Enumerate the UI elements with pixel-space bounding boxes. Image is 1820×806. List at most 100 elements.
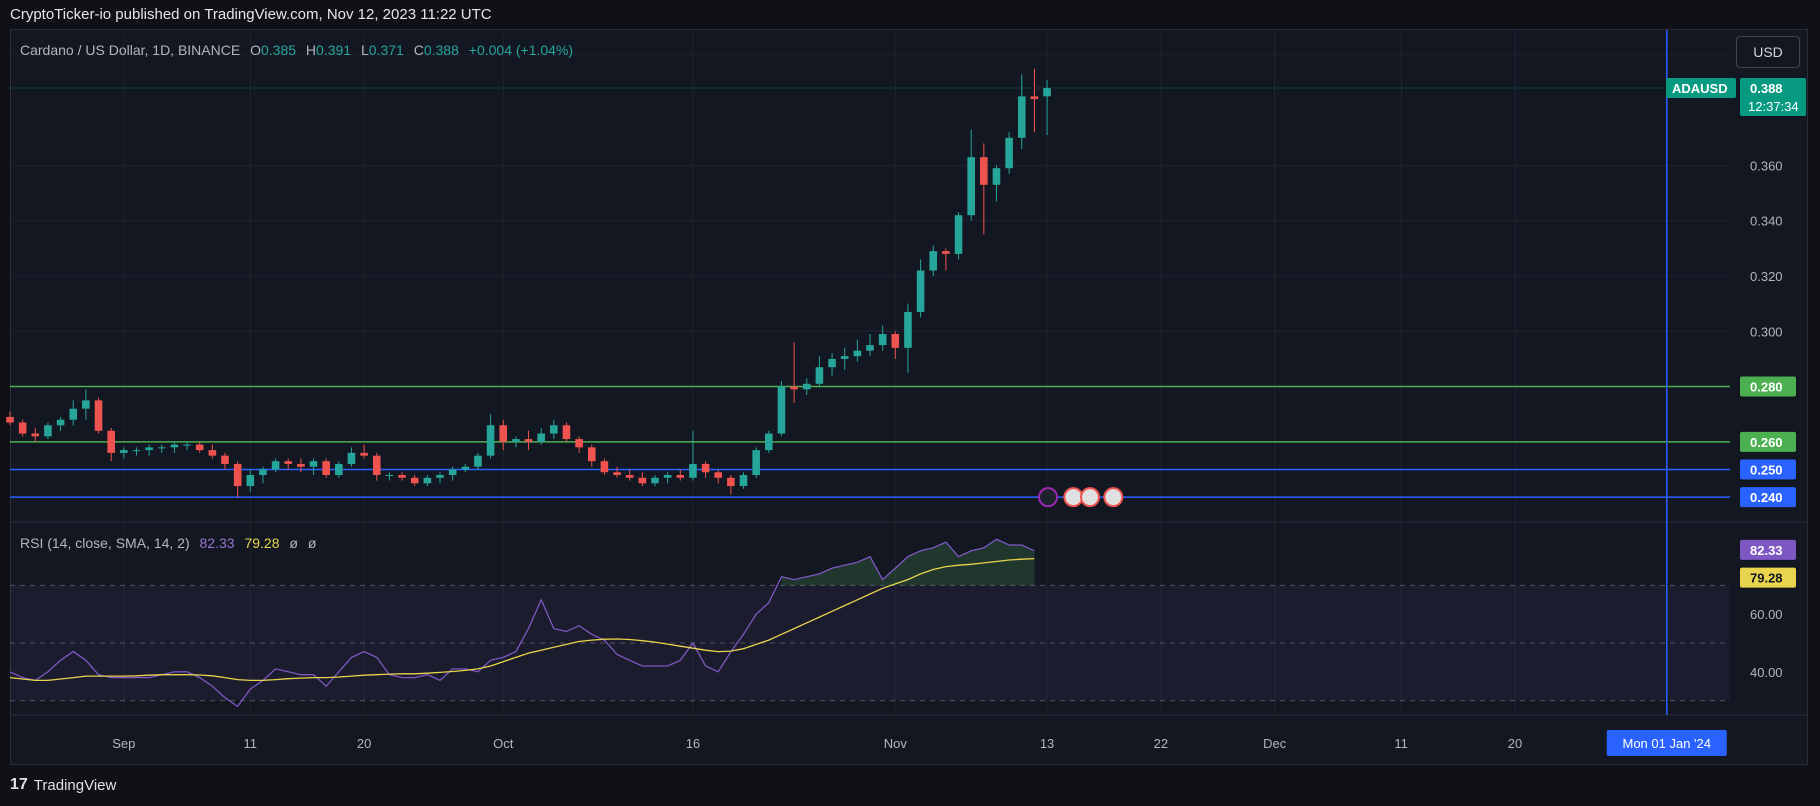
candle-body: [537, 433, 545, 442]
candle-body: [752, 450, 760, 476]
rsi-ma-line: [9, 557, 1035, 682]
candle-body: [575, 439, 583, 448]
candle-body: [233, 463, 242, 487]
candle-body: [347, 452, 356, 464]
candle-body: [916, 270, 925, 312]
candle-body: [676, 475, 685, 478]
candle-body: [145, 447, 153, 451]
candle-body: [550, 425, 558, 434]
level-badge: [1740, 459, 1796, 480]
candle-body: [436, 475, 444, 478]
candle-body: [132, 450, 141, 452]
tradingview-brand: TradingView: [33, 776, 117, 794]
candle-body: [524, 439, 533, 442]
currency-button[interactable]: USD: [1736, 36, 1800, 68]
rsi-overbought-fill: [781, 539, 1035, 586]
candle-body: [474, 455, 482, 467]
candle-body: [284, 461, 293, 464]
candle-body: [120, 450, 128, 453]
candle-body: [423, 477, 432, 484]
x-tick-label: 22: [1154, 736, 1168, 751]
high-label: H: [305, 42, 317, 58]
candle-body: [107, 430, 115, 453]
x-tick-label: Nov: [884, 736, 908, 751]
close-value: 0.388: [423, 42, 459, 58]
candle-body: [271, 461, 280, 470]
symbol-badge: [1666, 78, 1736, 99]
candle-body: [929, 251, 938, 271]
candle-body: [625, 475, 634, 478]
candle-body: [663, 475, 672, 478]
candle-body: [878, 334, 887, 346]
price-tick-label: 0.360: [1750, 158, 1783, 173]
candle-body: [777, 386, 786, 434]
candle-body: [410, 477, 419, 484]
candle-body: [183, 444, 191, 446]
candle-body: [689, 463, 697, 478]
candle-body: [499, 425, 508, 442]
candle-body: [1030, 96, 1039, 100]
candle-body: [372, 455, 381, 476]
price-tick-label: 0.300: [1750, 324, 1783, 339]
rsi-title: RSI (14, close, SMA, 14, 2): [20, 535, 190, 551]
rsi-extra-1: ø: [289, 535, 298, 551]
level-badge-label: 0.240: [1750, 490, 1783, 505]
x-tick-label: Sep: [112, 736, 135, 751]
candle-body: [208, 450, 217, 456]
candle-body: [739, 475, 748, 487]
candle-body: [69, 408, 78, 420]
candle-body: [866, 345, 874, 351]
candle-body: [727, 477, 735, 487]
candle-body: [638, 477, 647, 484]
low-value: 0.371: [368, 42, 404, 58]
candle-body: [157, 447, 166, 449]
level-badge: [1740, 431, 1796, 452]
symbol-badge-label: ADAUSD: [1672, 81, 1728, 96]
tradingview-logo-icon: 17: [10, 776, 28, 793]
candle-body: [82, 400, 90, 409]
candle-body: [360, 452, 368, 456]
candle-body: [6, 416, 14, 423]
candle-body: [613, 472, 621, 476]
high-value: 0.391: [316, 42, 352, 58]
level-badge-label: 0.280: [1750, 380, 1783, 395]
x-tick-label: 13: [1040, 736, 1054, 751]
candle-body: [56, 419, 65, 426]
candle-body: [448, 469, 457, 476]
candle-body: [170, 444, 179, 448]
candle-body: [701, 463, 710, 473]
x-tick-label: 11: [244, 736, 258, 751]
rsi-line: [9, 538, 1035, 708]
us-flag-event-icon: [1063, 487, 1084, 508]
x-tick-label: 20: [357, 736, 371, 751]
price-tick-label: 0.320: [1750, 269, 1783, 284]
price-legend: Cardano / US Dollar, 1D, BINANCE O0.385 …: [20, 42, 573, 58]
price-tick-label: 0.340: [1750, 214, 1783, 229]
candle-body: [195, 444, 204, 451]
candle-body: [385, 475, 394, 477]
candle-body: [600, 461, 609, 473]
candle-body: [714, 472, 723, 478]
countdown-label: 12:37:34: [1748, 99, 1799, 114]
footer-brand[interactable]: 17 TradingView: [10, 776, 116, 794]
rsi-value-badge-label: 82.33: [1750, 543, 1783, 558]
us-flag-event-icon: [1103, 487, 1124, 508]
candle-body: [512, 439, 520, 442]
candle-body: [651, 477, 659, 484]
candle-body: [562, 425, 571, 440]
change-value: +0.004 (+1.04%): [468, 42, 574, 58]
x-tick-label: Dec: [1263, 736, 1287, 751]
x-tick-label: 16: [686, 736, 700, 751]
candle-body: [322, 461, 330, 476]
us-flag-event-icon: [1080, 487, 1100, 508]
rsi-extra-2: ø: [307, 535, 317, 551]
candle-body: [828, 358, 836, 368]
candle-body: [980, 157, 988, 185]
open-label: O: [250, 42, 261, 58]
candle-body: [1017, 96, 1026, 138]
last-price-badge: [1740, 78, 1806, 117]
x-tick-label: 11: [1394, 736, 1408, 751]
x-tick-label: Oct: [493, 736, 514, 751]
candle-body: [942, 251, 950, 254]
